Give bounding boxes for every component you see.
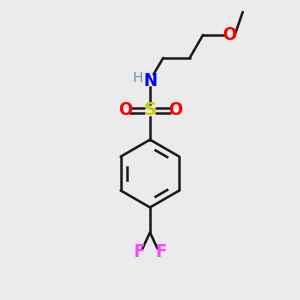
Text: N: N [143, 72, 157, 90]
Text: S: S [143, 101, 157, 119]
Text: H: H [132, 71, 143, 85]
Text: O: O [168, 101, 182, 119]
Text: O: O [222, 26, 237, 44]
Text: F: F [133, 243, 145, 261]
Text: O: O [118, 101, 132, 119]
Text: F: F [155, 243, 167, 261]
